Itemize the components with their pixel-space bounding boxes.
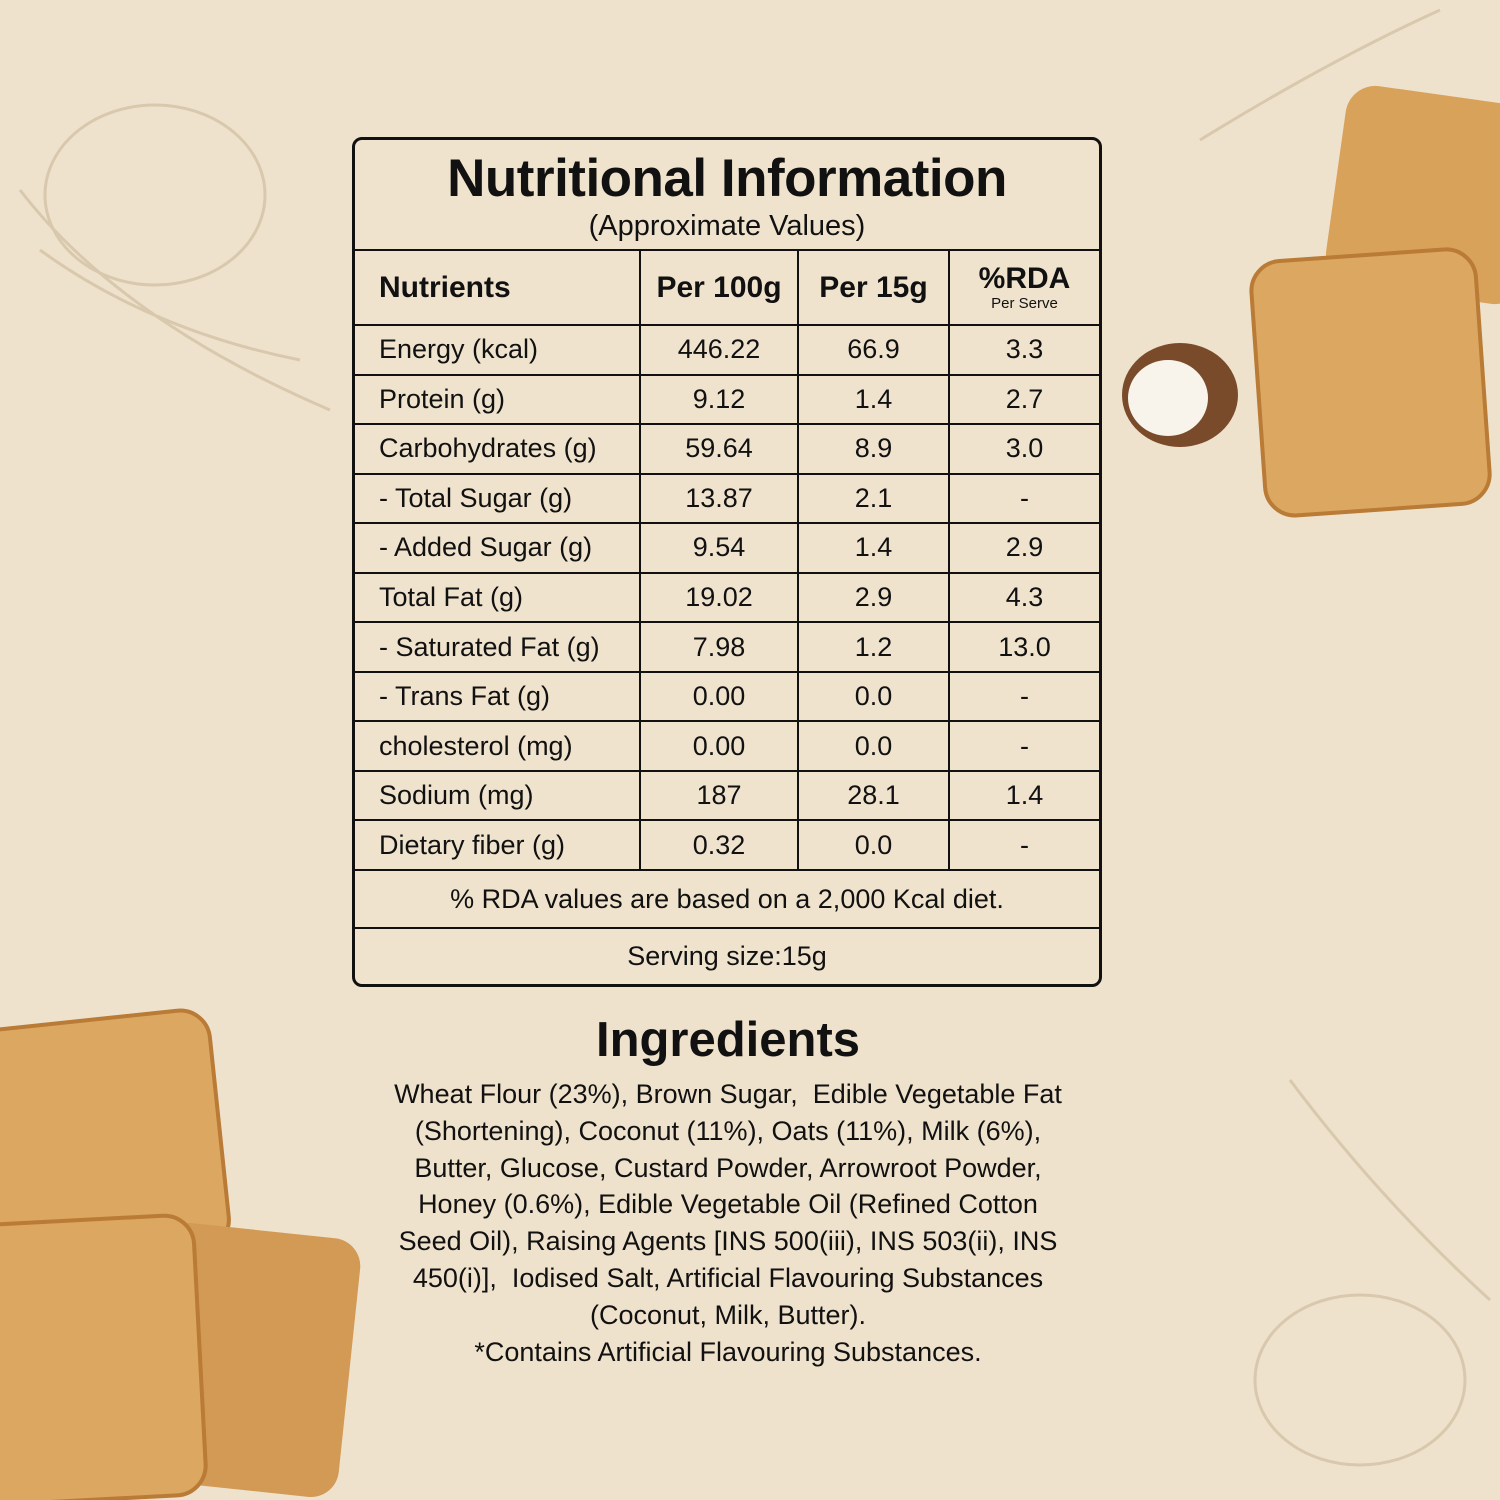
table-row: Dietary fiber (g) 0.32 0.0- (355, 819, 1099, 869)
nutrient-name: - Total Sugar (g) (379, 482, 573, 513)
nutrient-value: 13.87 (639, 474, 797, 523)
nutrient-value: 7.98 (639, 623, 797, 671)
sketch-bowl (18, 8, 1492, 1467)
nutrient-name: - Added Sugar (g) (379, 532, 593, 563)
nutrient-value: 2.9 (797, 573, 948, 622)
nutrient-value: 13.0 (948, 623, 1099, 671)
ingredients-title: Ingredients (595, 1013, 861, 1067)
nutrient-value: 1.2 (797, 623, 948, 671)
nutrient-name: Carbohydrates (g) (379, 433, 597, 464)
nutrient-value: 0.0 (797, 821, 948, 869)
column-header: %RDA Per Serve (948, 251, 1099, 324)
nutrient-name: Protein (g) (379, 383, 506, 414)
nutrient-value: 4.3 (948, 573, 1099, 622)
nutrient-value: 446.22 (639, 326, 797, 374)
nutrient-value: 0.0 (797, 672, 948, 721)
table-row: - Total Sugar (g) 13.87 2.1- (355, 472, 1099, 523)
nutrient-value: 59.64 (639, 425, 797, 473)
subtitle: (Approximate Values) (588, 210, 866, 242)
nutrient-value: - (948, 722, 1099, 770)
nutrient-value: 28.1 (797, 771, 948, 820)
ingredients-line: (Coconut, Milk, Butter). (589, 1299, 867, 1330)
table-row: Total Fat (g) 19.02 2.9 4.3 (355, 571, 1099, 622)
serving-size: Serving size:15g (627, 941, 827, 971)
nutrient-name: Dietary fiber (g) (379, 829, 566, 860)
nutrient-value: 0.32 (639, 821, 797, 869)
ingredients-line: Butter, Glucose, Custard Powder, Arrowro… (414, 1152, 1042, 1183)
table-row: Carbohydrates (g) 59.64 8.9 3.0 (355, 423, 1099, 473)
nutrient-name: - Trans Fat (g) (379, 681, 551, 712)
ingredients-line: *Contains Artificial Flavouring Substanc… (474, 1336, 982, 1367)
table-row: cholesterol (mg) 0.00 0.0- (355, 720, 1099, 770)
nutrient-value: - (948, 672, 1099, 721)
nutrient-value: 9.54 (639, 524, 797, 572)
nutrient-name: Energy (kcal) (379, 334, 539, 365)
table-row: Energy (kcal) 446.22 66.9 3.3 (355, 324, 1099, 374)
nutrient-name: - Saturated Fat (g) (379, 631, 600, 662)
column-header: Per 100g (639, 251, 797, 324)
nutrient-value: 2.9 (948, 524, 1099, 572)
table-row: - Added Sugar (g) 9.54 1.4 2.9 (355, 522, 1099, 572)
nutrition-table: Nutritional Information (Approximate Val… (352, 137, 1102, 987)
column-note: Per Serve (991, 295, 1058, 312)
header-row: Nutrients Per 100g Per 15g %RDA Per Serv… (355, 249, 1099, 324)
nutrient-value: - (948, 474, 1099, 523)
biscuit (0, 85, 1500, 1500)
nutrient-value: 66.9 (797, 326, 948, 374)
nutrient-value: 3.3 (948, 326, 1099, 374)
ingredients-text: Wheat Flour (23%), Brown Sugar, Edible V… (328, 1076, 1128, 1370)
nutrient-value: 0.0 (797, 722, 948, 770)
table-row: Sodium (mg) 187 28.1 1.4 (355, 769, 1099, 820)
footnote-row: % RDA values are based on a 2,000 Kcal d… (355, 869, 1099, 927)
nutrient-value: 8.9 (797, 425, 948, 473)
nutrient-value: 2.7 (948, 375, 1099, 424)
nutrient-value: 1.4 (948, 771, 1099, 820)
footnote: % RDA values are based on a 2,000 Kcal d… (450, 883, 1004, 914)
nutrient-name: Total Fat (g) (379, 581, 524, 612)
nutrient-value: - (948, 821, 1099, 869)
nutrient-value: 19.02 (639, 573, 797, 622)
column-header-text: %RDA (978, 262, 1071, 295)
table-row: Protein (g) 9.12 1.4 2.7 (355, 373, 1099, 424)
nutrient-name: cholesterol (mg) (379, 730, 573, 761)
nutrient-value: 187 (639, 771, 797, 820)
nutrient-value: 0.00 (639, 722, 797, 770)
serving-row: Serving size:15g (355, 927, 1099, 984)
ingredients-line: 450(i)], Iodised Salt, Artificial Flavou… (412, 1262, 1044, 1293)
nutrient-value: 9.12 (639, 375, 797, 424)
nutrient-name: Sodium (mg) (379, 780, 534, 811)
title: Nutritional Information (447, 149, 1007, 208)
ingredients-line: Seed Oil), Raising Agents [INS 500(iii),… (398, 1226, 1058, 1257)
nutrient-value: 2.1 (797, 474, 948, 523)
ingredients-line: (Shortening), Coconut (11%), Oats (11%),… (414, 1115, 1042, 1146)
table-row: - Saturated Fat (g) 7.98 1.2 13.0 (355, 621, 1099, 671)
column-header: Nutrients (379, 270, 511, 304)
nutrient-value: 0.00 (639, 672, 797, 721)
ingredients-line: Honey (0.6%), Edible Vegetable Oil (Refi… (418, 1189, 1038, 1220)
nutrient-value: 1.4 (797, 524, 948, 572)
ingredients-line: Wheat Flour (23%), Brown Sugar, Edible V… (394, 1079, 1062, 1109)
column-header: Per 15g (797, 251, 948, 324)
table-row: - Trans Fat (g) 0.00 0.0- (355, 670, 1099, 721)
nutrient-value: 3.0 (948, 425, 1099, 473)
nutrient-value: 1.4 (797, 375, 948, 424)
